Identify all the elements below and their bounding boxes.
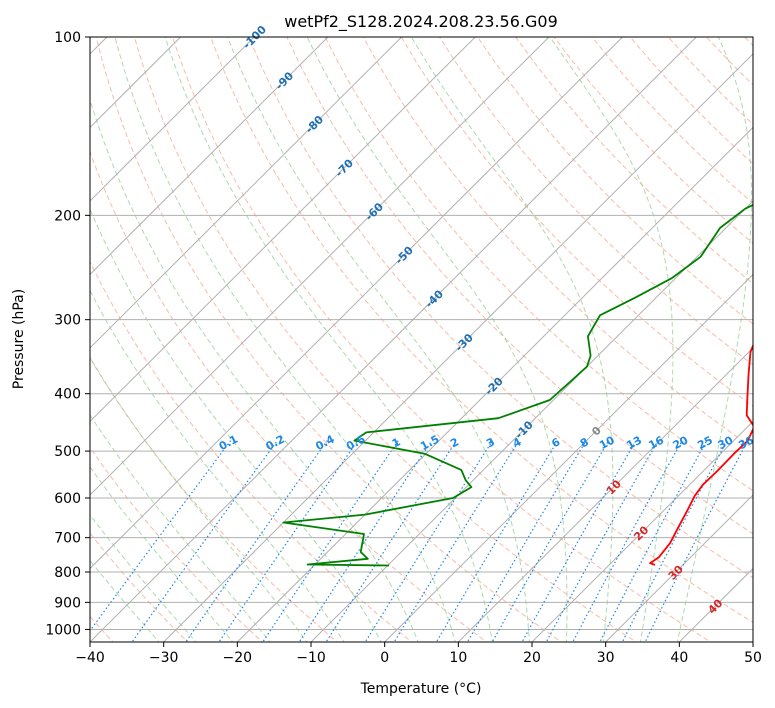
mixing-ratio-line — [298, 440, 433, 642]
mixing-ratio-line — [491, 440, 610, 642]
y-tick-label: 700 — [54, 531, 81, 547]
isotherm-line — [90, 37, 624, 570]
mixing-ratio-line — [364, 440, 494, 642]
mixing-ratio-line — [185, 440, 328, 642]
y-tick-label: 600 — [54, 491, 81, 507]
mixing-ratio-line — [435, 440, 559, 642]
isotherm-line — [310, 200, 753, 642]
x-tick-label: 0 — [380, 650, 389, 666]
isotherm-line — [90, 37, 182, 129]
mixing-ratio-line — [521, 440, 637, 642]
isotherm-line — [90, 37, 255, 202]
dry-adiabat-line — [438, 37, 753, 366]
chart-title: wetPf2_S128.2024.208.23.56.G09 — [284, 12, 558, 32]
x-axis-title: Temperature (°C) — [360, 681, 482, 697]
mixing-ratio-line — [131, 440, 278, 642]
plot-frame — [89, 36, 754, 643]
isotherm-line — [531, 420, 753, 642]
mixing-ratio-line — [325, 440, 458, 642]
dry-adiabat-line — [171, 37, 712, 642]
x-tick-label: 30 — [597, 650, 615, 666]
dry-adiabat-line — [90, 532, 189, 642]
dry-adiabat-line — [90, 260, 413, 642]
x-tick-label: −40 — [75, 650, 105, 666]
isotherm-line — [90, 37, 403, 349]
axis-layer: −40 −30 −20 −10 0 10 20 30 40 50 100 200 300 400 500 60… — [45, 30, 762, 666]
x-tick-label: 50 — [744, 650, 762, 666]
dry-adiabat-line — [286, 37, 753, 535]
dry-adiabat-line — [133, 37, 637, 642]
dry-adiabat-line — [515, 37, 753, 285]
dry-adiabat-line — [90, 356, 338, 642]
x-tick-label: 20 — [523, 650, 541, 666]
mixing-ratio-label: 16 — [646, 433, 666, 452]
grid-layer — [90, 37, 753, 642]
mixing-ratio-line — [599, 440, 708, 642]
y-tick-label: 900 — [54, 595, 81, 611]
y-tick-label: 200 — [54, 208, 81, 224]
dry-adiabat-line — [248, 37, 753, 579]
mixing-ratio-line — [393, 440, 520, 642]
mixing-ratio-label: 30 — [716, 433, 736, 452]
y-tick-label: 1000 — [45, 622, 81, 638]
dry-adiabat-line — [400, 37, 753, 407]
dry-adiabat-line — [90, 150, 488, 642]
isotherm-line — [457, 347, 753, 642]
mixing-ratio-label: 25 — [695, 434, 715, 453]
y-tick-label: 400 — [54, 387, 81, 403]
y-axis-title: Pressure (hPa) — [11, 289, 27, 389]
dry-adiabat-line — [95, 37, 563, 642]
x-tick-label: −20 — [223, 650, 253, 666]
isotherm-line — [90, 37, 476, 423]
x-tick-label: −10 — [296, 650, 326, 666]
mixing-ratio-line — [572, 440, 683, 642]
mixing-ratio-line — [545, 440, 659, 642]
dry-adiabat-line — [324, 37, 753, 492]
y-tick-label: 500 — [54, 444, 81, 460]
moist-adiabat-line — [90, 414, 271, 642]
dewpoint-profile-line — [282, 203, 753, 567]
y-tick-label: 100 — [54, 30, 81, 46]
y-tick-label: 300 — [54, 313, 81, 329]
mixing-ratio-line — [466, 440, 587, 642]
mixing-ratio-label: 20 — [671, 433, 691, 452]
isotherm-line — [383, 273, 753, 642]
mixing-ratio-label: 10 — [597, 433, 617, 452]
isotherm-line — [90, 37, 550, 496]
isotherm-line — [604, 494, 753, 642]
data-layer — [282, 203, 753, 567]
temperature-profile-line — [649, 343, 753, 566]
moist-adiabat-line — [90, 466, 234, 642]
x-tick-label: −30 — [149, 650, 179, 666]
x-tick-label: 10 — [449, 650, 467, 666]
isotherm-line — [90, 37, 697, 642]
y-tick-label: 800 — [54, 565, 81, 581]
isotherm-line — [236, 126, 753, 642]
mixing-ratio-label: 13 — [624, 434, 644, 453]
mixing-ratio-label: 36 — [736, 433, 756, 452]
isotherm-line — [90, 37, 329, 276]
isotherm-line — [162, 53, 753, 642]
x-tick-label: 40 — [670, 650, 688, 666]
mixing-ratio-line — [262, 440, 399, 642]
